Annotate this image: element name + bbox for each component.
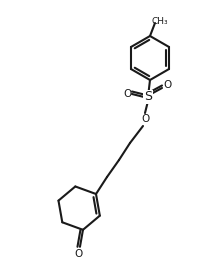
Text: O: O — [75, 249, 83, 259]
Text: S: S — [144, 90, 152, 103]
Text: CH₃: CH₃ — [152, 17, 168, 25]
Text: O: O — [123, 89, 131, 99]
Text: O: O — [163, 80, 171, 90]
Text: O: O — [141, 114, 149, 124]
